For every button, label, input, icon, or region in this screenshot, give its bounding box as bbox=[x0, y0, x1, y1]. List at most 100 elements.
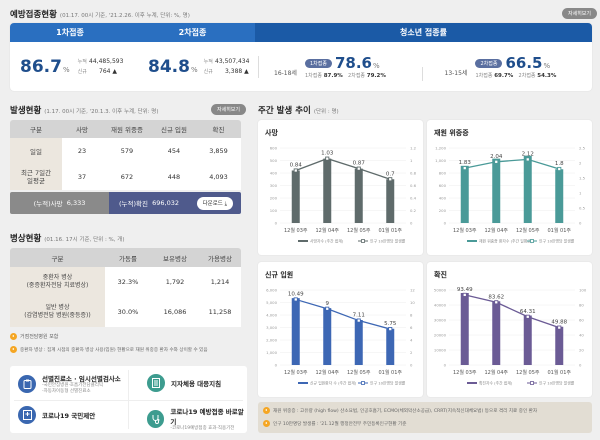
svg-text:1,000: 1,000 bbox=[435, 158, 446, 163]
link-vaccination-facts[interactable]: 코로나19 예방접종 바로알기 -코로나19예방접종 효과·직용기전 bbox=[147, 406, 247, 432]
footnote: 인구 10만명당 발생률 : '21.12월 행정안전부 주민등록인구현황 기준 bbox=[263, 420, 406, 427]
svg-text:93.49: 93.49 bbox=[457, 287, 473, 293]
occurrence-table: 구분 사망 재원 위중증 신규 입원 확진 일일 23 579 454 3,85… bbox=[10, 120, 241, 214]
svg-text:0.5: 0.5 bbox=[579, 206, 586, 211]
chart-critical: 재원 위중증 0 200 400 600 800 1,000 1,200 0 0.5 1 1.5 2 2… bbox=[427, 120, 592, 255]
svg-text:0: 0 bbox=[579, 363, 582, 368]
tab-first-dose[interactable]: 1차접종 bbox=[10, 23, 130, 42]
svg-text:2: 2 bbox=[410, 350, 413, 355]
svg-text:12월 05주: 12월 05주 bbox=[516, 369, 540, 376]
svg-text:49.88: 49.88 bbox=[551, 320, 567, 326]
beds-table: 구분 가동률 보유병상 가용병상 중환자 병상 (중증환자전담 치료병상) 32… bbox=[10, 248, 241, 327]
svg-text:확진자수 (주간 합계): 확진자수 (주간 합계) bbox=[479, 381, 513, 386]
svg-text:6: 6 bbox=[410, 325, 413, 330]
document-icon bbox=[147, 374, 165, 392]
table-row: 일일 23 579 454 3,859 bbox=[10, 138, 241, 164]
table-row: 최근 7일간 일평균 37 672 448 4,093 bbox=[10, 164, 241, 190]
svg-text:4,000: 4,000 bbox=[266, 313, 277, 318]
weekly-title: 주간 발생 추이 (단위 : 명) bbox=[258, 106, 339, 116]
svg-text:2,000: 2,000 bbox=[266, 338, 277, 343]
svg-text:500: 500 bbox=[270, 158, 278, 163]
svg-text:5.75: 5.75 bbox=[384, 321, 397, 327]
table-row: 일반 병상 (감염병전담 병원(중등증)) 30.0% 16,086 11,25… bbox=[10, 297, 241, 327]
download-button[interactable]: 다운로드 ⤓ bbox=[196, 196, 233, 210]
svg-text:1.8: 1.8 bbox=[555, 161, 564, 167]
svg-text:0.6: 0.6 bbox=[410, 183, 417, 188]
svg-text:인구 10만명당 발생률: 인구 10만명당 발생률 bbox=[539, 239, 575, 244]
svg-text:800: 800 bbox=[439, 171, 447, 176]
svg-text:12월 03주: 12월 03주 bbox=[453, 369, 477, 376]
occurrence-title: 발생현황 (1.17. 00시 기준, '20.1.3. 이후 누계, 단위: 명… bbox=[10, 106, 159, 116]
link-local-guidelines[interactable]: 지자체용 대응지침 bbox=[147, 374, 221, 392]
svg-text:100: 100 bbox=[579, 288, 587, 293]
svg-text:1,000: 1,000 bbox=[266, 350, 277, 355]
footnote: 재원 위중증 : 고유량 (high flow) 산소요법, 인공호흡기, EC… bbox=[263, 407, 537, 414]
svg-text:12월 03주: 12월 03주 bbox=[284, 227, 308, 234]
svg-text:20000: 20000 bbox=[434, 333, 447, 338]
svg-text:인구 10만명당 발생률: 인구 10만명당 발생률 bbox=[370, 381, 406, 386]
vaccination-title: 예방접종현황 (01.17. 00시 기준, '21.2.26. 이후 누계, 단… bbox=[10, 10, 190, 20]
tab-second-dose[interactable]: 2차접종 bbox=[130, 23, 255, 42]
info-icon bbox=[263, 407, 270, 414]
col-header: 재원 위중증 bbox=[111, 126, 143, 134]
svg-text:4: 4 bbox=[410, 338, 413, 343]
svg-text:600: 600 bbox=[439, 183, 447, 188]
link-screening-clinics[interactable]: 선별진료소 · 임시선별검사소 -국민안심병원·호흡기전담클리닉 -자동차이동형 … bbox=[18, 373, 121, 395]
svg-text:60: 60 bbox=[579, 318, 584, 323]
svg-text:2.12: 2.12 bbox=[522, 151, 534, 157]
svg-text:0.7: 0.7 bbox=[386, 171, 395, 177]
svg-text:40000: 40000 bbox=[434, 303, 447, 308]
svg-text:50000: 50000 bbox=[434, 288, 447, 293]
footnotes: 재원 위중증 : 고유량 (high flow) 산소요법, 인공호흡기, EC… bbox=[258, 402, 592, 433]
svg-text:300: 300 bbox=[270, 183, 278, 188]
svg-text:12월 04주: 12월 04주 bbox=[484, 369, 508, 376]
svg-text:400: 400 bbox=[270, 171, 278, 176]
svg-text:83.62: 83.62 bbox=[488, 294, 504, 300]
first-dose-stat: 86.7% 누적 44,485,593 신규 764 ▲ bbox=[20, 56, 124, 77]
svg-text:0: 0 bbox=[275, 221, 278, 226]
svg-text:0.4: 0.4 bbox=[410, 196, 417, 201]
link-public-proposal[interactable]: 코로나19 국민제안 bbox=[18, 406, 95, 424]
svg-text:12: 12 bbox=[410, 288, 415, 293]
info-icon bbox=[10, 333, 17, 340]
svg-text:인구 10만명당 발생률: 인구 10만명당 발생률 bbox=[370, 239, 406, 244]
cumulative-deaths: (누적)사망 6,333 bbox=[10, 192, 109, 214]
svg-text:01월 01주: 01월 01주 bbox=[378, 369, 402, 376]
svg-text:100: 100 bbox=[270, 208, 278, 213]
svg-text:2: 2 bbox=[579, 161, 582, 166]
occurrence-detail-button[interactable]: 자세히보기 bbox=[211, 104, 247, 115]
tab-youth-rate[interactable]: 청소년 접종률 bbox=[255, 23, 592, 42]
cumulative-confirmed: (누적)확진 696,032 다운로드 ⤓ bbox=[109, 192, 241, 214]
svg-text:1,200: 1,200 bbox=[435, 146, 446, 151]
stethoscope-icon bbox=[147, 410, 165, 428]
col-header: 신규 입원 bbox=[161, 126, 187, 134]
svg-text:30000: 30000 bbox=[434, 318, 447, 323]
svg-text:3,000: 3,000 bbox=[266, 325, 277, 330]
beds-title: 병상현황 (01.16. 17시 기준, 단위 : %, 개) bbox=[10, 234, 125, 244]
svg-text:1.5: 1.5 bbox=[579, 176, 586, 181]
svg-text:0: 0 bbox=[410, 363, 413, 368]
clipboard-icon bbox=[18, 375, 36, 393]
svg-text:6,000: 6,000 bbox=[266, 288, 277, 293]
svg-text:9: 9 bbox=[326, 301, 330, 307]
svg-text:0: 0 bbox=[579, 221, 582, 226]
chart-admissions: 신규 입원 0 1,000 2,000 3,000 4,000 5,000 6,000 0 2 4… bbox=[258, 262, 423, 397]
svg-text:01월 01주: 01월 01주 bbox=[547, 227, 571, 234]
svg-text:7.11: 7.11 bbox=[353, 313, 365, 319]
svg-text:1.2: 1.2 bbox=[410, 146, 417, 151]
svg-text:0: 0 bbox=[410, 221, 413, 226]
svg-text:600: 600 bbox=[270, 146, 278, 151]
youth-16-18-stat: 16-18세 1차접종 78.6% 1차접종 87.9% 2차접종 79.2% bbox=[274, 54, 386, 79]
svg-text:사망자수 (주간 합계): 사망자수 (주간 합계) bbox=[310, 239, 344, 244]
vaccination-panel: 1차접종 2차접종 청소년 접종률 86.7% 누적 44,485,593 신규… bbox=[10, 23, 592, 91]
svg-text:64.31: 64.31 bbox=[520, 309, 536, 315]
info-icon bbox=[10, 346, 17, 353]
vaccination-detail-button[interactable]: 자세히보기 bbox=[562, 8, 598, 19]
second-dose-stat: 84.8% 누적 43,507,434 신규 3,388 ▲ bbox=[148, 56, 250, 77]
svg-text:400: 400 bbox=[439, 196, 447, 201]
svg-text:12월 03주: 12월 03주 bbox=[284, 369, 308, 376]
svg-text:0.87: 0.87 bbox=[353, 161, 366, 167]
svg-text:0.8: 0.8 bbox=[410, 171, 417, 176]
info-icon bbox=[263, 420, 270, 427]
svg-text:12월 04주: 12월 04주 bbox=[484, 227, 508, 234]
